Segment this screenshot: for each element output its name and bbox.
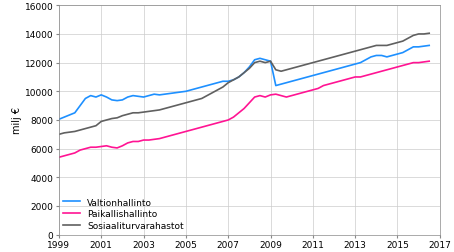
Line: Sosiaaliturvarahastot: Sosiaaliturvarahastot bbox=[59, 34, 429, 135]
Valtionhallinto bbox=[67, 114, 72, 117]
Paikallishallinto bbox=[67, 153, 72, 156]
Valtionhallinto bbox=[194, 87, 199, 90]
Valtionhallinto bbox=[56, 118, 62, 121]
Paikallishallinto bbox=[56, 156, 62, 159]
Valtionhallinto bbox=[426, 45, 432, 48]
Line: Valtionhallinto: Valtionhallinto bbox=[59, 46, 429, 120]
Paikallishallinto bbox=[162, 136, 168, 139]
Sosiaaliturvarahastot bbox=[236, 76, 242, 79]
Sosiaaliturvarahastot bbox=[194, 99, 199, 102]
Valtionhallinto bbox=[405, 49, 411, 52]
Paikallishallinto bbox=[405, 63, 411, 66]
Legend: Valtionhallinto, Paikallishallinto, Sosiaaliturvarahastot: Valtionhallinto, Paikallishallinto, Sosi… bbox=[64, 198, 183, 230]
Sosiaaliturvarahastot bbox=[162, 108, 168, 111]
Sosiaaliturvarahastot bbox=[426, 33, 432, 36]
Paikallishallinto bbox=[236, 112, 242, 115]
Valtionhallinto bbox=[162, 93, 168, 96]
Sosiaaliturvarahastot bbox=[278, 70, 284, 73]
Sosiaaliturvarahastot bbox=[67, 131, 72, 134]
Sosiaaliturvarahastot bbox=[56, 133, 62, 136]
Valtionhallinto bbox=[278, 83, 284, 86]
Y-axis label: milj €: milj € bbox=[12, 107, 22, 134]
Line: Paikallishallinto: Paikallishallinto bbox=[59, 62, 429, 158]
Paikallishallinto bbox=[194, 128, 199, 131]
Sosiaaliturvarahastot bbox=[405, 38, 411, 41]
Paikallishallinto bbox=[278, 95, 284, 98]
Valtionhallinto bbox=[236, 76, 242, 79]
Paikallishallinto bbox=[426, 60, 432, 64]
